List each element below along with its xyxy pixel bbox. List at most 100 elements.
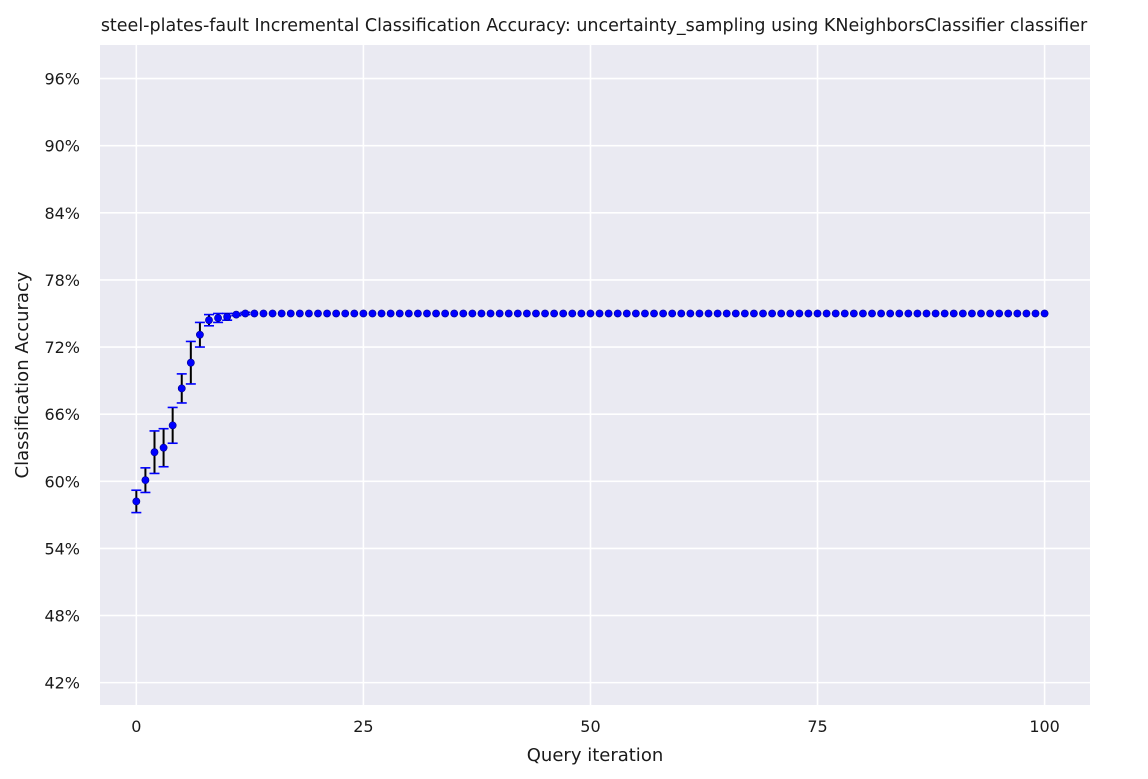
- data-point: [940, 309, 949, 318]
- x-tick-label: 25: [353, 717, 373, 736]
- y-tick-label: 90%: [44, 137, 80, 156]
- data-point: [650, 309, 658, 318]
- data-point: [295, 309, 304, 318]
- data-point: [958, 309, 967, 318]
- data-point: [423, 309, 431, 318]
- data-point: [586, 309, 595, 318]
- data-point: [232, 310, 241, 319]
- data-point: [1013, 309, 1022, 318]
- data-point: [886, 309, 895, 318]
- data-point: [868, 309, 876, 318]
- data-point: [304, 309, 313, 318]
- data-point: [459, 309, 468, 318]
- y-axis-label: Classification Accuracy: [12, 271, 33, 478]
- data-point: [686, 309, 695, 318]
- data-point: [895, 309, 904, 318]
- data-point: [604, 309, 613, 318]
- data-point: [250, 309, 259, 318]
- data-point: [659, 309, 668, 318]
- data-point: [504, 309, 513, 318]
- data-point: [677, 309, 686, 318]
- data-point: [641, 309, 649, 318]
- data-point: [413, 309, 422, 318]
- y-axis-ticks: 42% 48% 54% 60% 66% 72% 78% 84% 90% 96%: [44, 70, 80, 693]
- data-point: [141, 476, 150, 485]
- data-point: [395, 309, 404, 318]
- data-point: [432, 309, 440, 318]
- data-point: [205, 316, 213, 325]
- data-point: [804, 309, 813, 318]
- data-point: [631, 309, 640, 318]
- data-point: [1040, 309, 1049, 318]
- data-point: [186, 358, 195, 367]
- data-point: [495, 309, 504, 318]
- data-point: [840, 309, 849, 318]
- y-tick-label: 72%: [44, 338, 80, 357]
- data-point: [949, 309, 958, 318]
- x-axis-label: Query iteration: [527, 745, 663, 766]
- data-point: [568, 309, 577, 318]
- data-point: [368, 309, 377, 318]
- y-tick-label: 48%: [44, 607, 80, 626]
- y-tick-label: 54%: [44, 539, 80, 558]
- y-tick-label: 96%: [44, 70, 80, 89]
- x-tick-label: 100: [1029, 717, 1060, 736]
- data-point: [822, 309, 831, 318]
- data-point: [613, 309, 622, 318]
- data-point: [1004, 309, 1013, 318]
- data-point: [722, 309, 731, 318]
- data-point: [214, 314, 222, 322]
- data-point: [486, 309, 495, 318]
- data-point: [177, 384, 186, 393]
- data-point: [1031, 309, 1040, 318]
- data-point: [795, 309, 804, 318]
- data-point: [731, 309, 740, 318]
- data-point: [577, 309, 586, 318]
- data-points: [132, 309, 1049, 506]
- y-tick-label: 60%: [44, 472, 80, 491]
- data-point: [541, 309, 549, 318]
- data-point: [159, 443, 168, 452]
- data-point: [386, 309, 395, 318]
- x-tick-label: 50: [580, 717, 600, 736]
- data-point: [341, 309, 350, 318]
- y-tick-label: 66%: [44, 405, 80, 424]
- x-tick-label: 0: [131, 717, 141, 736]
- x-tick-label: 75: [807, 717, 827, 736]
- data-point: [877, 309, 886, 318]
- data-point: [359, 309, 368, 318]
- data-point: [931, 309, 940, 318]
- data-point: [522, 309, 531, 318]
- y-tick-label: 84%: [44, 204, 80, 223]
- data-point: [559, 309, 568, 318]
- data-point: [314, 309, 322, 318]
- data-point: [986, 309, 994, 318]
- data-point: [277, 309, 286, 318]
- data-point: [468, 309, 477, 318]
- data-point: [350, 309, 359, 318]
- data-point: [786, 309, 795, 318]
- data-point: [831, 309, 840, 318]
- data-point: [450, 309, 459, 318]
- data-point: [768, 309, 777, 318]
- data-point: [332, 309, 341, 318]
- x-axis-ticks: 0 25 50 75 100: [131, 717, 1060, 736]
- data-point: [1022, 309, 1031, 318]
- data-point: [740, 309, 749, 318]
- data-point: [377, 309, 386, 318]
- data-point: [150, 448, 159, 457]
- data-point: [268, 309, 277, 318]
- data-point: [441, 309, 450, 318]
- data-point: [849, 309, 858, 318]
- data-point: [223, 312, 232, 321]
- data-point: [513, 309, 522, 318]
- y-tick-label: 78%: [44, 271, 80, 290]
- chart-title: steel-plates-fault Incremental Classific…: [101, 16, 1088, 36]
- data-point: [196, 330, 204, 339]
- data-point: [241, 309, 250, 318]
- data-point: [550, 309, 559, 318]
- data-point: [704, 309, 713, 318]
- data-point: [259, 309, 268, 318]
- data-point: [713, 309, 722, 318]
